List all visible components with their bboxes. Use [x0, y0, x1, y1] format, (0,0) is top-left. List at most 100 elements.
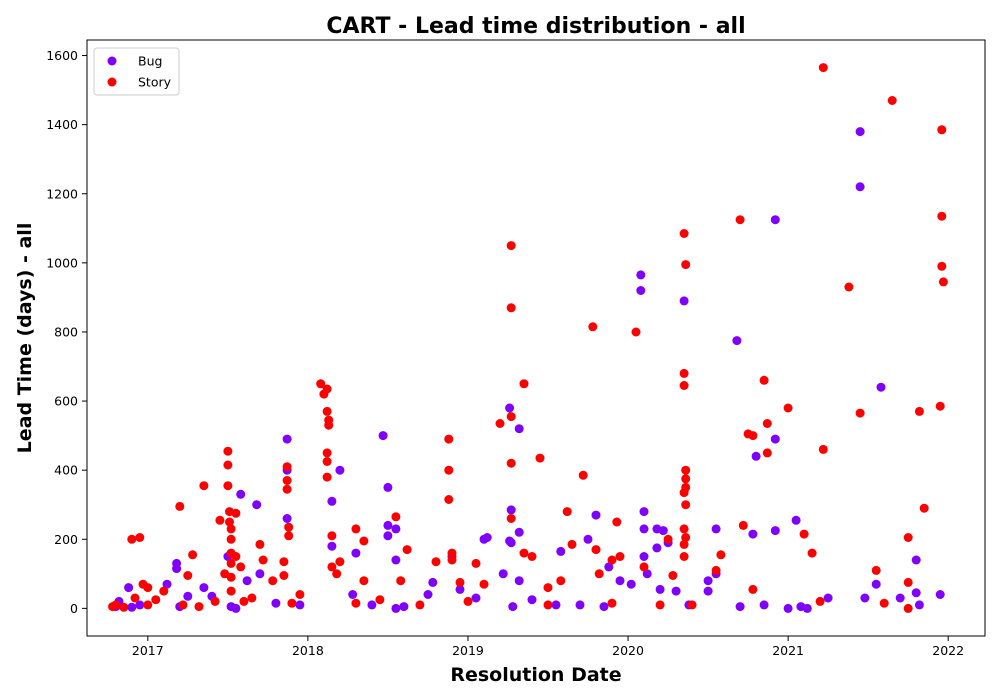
data-point-story-148: [655, 600, 665, 610]
x-tick-label-4: 2021: [772, 643, 804, 658]
data-point-story-111: [679, 552, 689, 561]
y-tick-label-8: 1600: [46, 48, 78, 63]
y-axis-ticks: 0 200 400 600 800 1000 1200 1400 1600: [46, 48, 87, 616]
data-point-story-72: [471, 558, 481, 568]
data-point-story-102: [679, 381, 689, 390]
data-point-bug-58: [583, 534, 593, 544]
data-point-story-68: [444, 495, 454, 504]
data-point-story-141: [239, 596, 249, 606]
data-point-story-60: [359, 576, 369, 586]
data-point-story-114: [735, 215, 745, 225]
data-point-story-135: [935, 401, 945, 411]
y-tick-label-3: 600: [54, 394, 78, 409]
chart-title: CART - Lead time distribution - all: [326, 14, 745, 39]
data-point-story-130: [887, 96, 897, 105]
data-point-bug-5: [162, 579, 172, 589]
data-point-bug-29: [367, 600, 377, 610]
data-point-story-45: [316, 379, 326, 389]
data-point-story-77: [506, 412, 516, 422]
data-point-bug-28: [351, 548, 361, 558]
data-point-story-27: [226, 558, 236, 568]
data-point-story-50: [324, 420, 334, 430]
data-point-story-56: [332, 569, 342, 579]
data-point-story-124: [807, 548, 817, 558]
data-point-bug-75: [671, 586, 681, 596]
data-point-story-122: [783, 403, 793, 413]
data-point-bug-61: [604, 562, 614, 572]
x-axis-ticks: 2017 2018 2019 2020 2021 2022: [132, 636, 964, 658]
data-point-story-61: [375, 595, 385, 605]
y-tick-label-4: 800: [54, 324, 78, 339]
data-point-story-58: [351, 524, 361, 534]
data-point-story-78: [506, 458, 516, 468]
data-point-story-55: [327, 562, 337, 572]
data-point-story-125: [818, 63, 828, 73]
data-point-story-65: [431, 557, 441, 567]
data-point-bug-90: [783, 603, 793, 613]
data-point-story-8: [151, 595, 161, 605]
data-point-story-38: [279, 571, 289, 580]
data-point-story-139: [938, 277, 948, 287]
data-point-story-35: [258, 555, 268, 565]
data-point-story-110: [679, 539, 689, 549]
data-point-bug-102: [911, 588, 921, 598]
data-point-story-74: [495, 419, 505, 428]
data-point-story-17: [215, 515, 225, 525]
data-point-bug-78: [703, 576, 713, 586]
data-point-bug-47: [506, 505, 516, 515]
data-point-bug-76: [679, 296, 689, 306]
y-tick-label-0: 0: [70, 601, 78, 616]
data-point-story-123: [799, 529, 809, 539]
data-point-bug-49: [506, 538, 516, 548]
data-point-bug-89: [770, 526, 780, 536]
data-point-story-127: [844, 282, 854, 292]
data-point-bug-42: [471, 593, 481, 603]
data-point-story-79: [506, 514, 516, 523]
data-point-story-104: [681, 474, 691, 484]
data-point-story-67: [444, 465, 454, 475]
data-point-story-20: [223, 460, 233, 470]
data-point-story-92: [607, 555, 617, 565]
data-point-bug-2: [124, 583, 134, 593]
data-point-story-107: [681, 500, 691, 510]
data-point-story-31: [231, 552, 241, 561]
data-point-bug-97: [860, 593, 870, 603]
data-point-bug-104: [935, 590, 945, 599]
data-point-story-28: [226, 572, 236, 582]
data-point-story-137: [937, 211, 947, 221]
data-point-story-15: [199, 481, 209, 491]
data-point-story-144: [415, 600, 425, 610]
data-point-story-145: [463, 596, 473, 606]
data-point-story-43: [284, 531, 294, 541]
legend-marker-bug: [107, 56, 117, 66]
data-point-story-13: [188, 550, 198, 560]
data-point-story-59: [359, 536, 369, 546]
data-point-story-4: [135, 533, 145, 542]
data-point-bug-103: [914, 600, 924, 610]
data-point-bug-87: [770, 215, 780, 225]
legend-marker-story: [107, 77, 117, 87]
data-point-story-5: [130, 593, 140, 603]
data-point-story-11: [178, 600, 188, 610]
data-point-bug-52: [514, 527, 524, 537]
data-point-story-40: [282, 476, 292, 485]
x-tick-label-2: 2019: [452, 643, 484, 658]
data-point-bug-20: [282, 434, 292, 444]
data-point-bug-33: [383, 531, 393, 541]
data-point-bug-55: [551, 600, 561, 610]
data-point-story-91: [594, 569, 604, 579]
data-point-story-140: [143, 600, 153, 610]
plot-frame: [86, 39, 986, 637]
data-point-story-126: [818, 444, 828, 454]
data-point-story-42: [284, 522, 294, 532]
data-point-story-9: [159, 586, 169, 596]
data-point-story-129: [871, 565, 881, 575]
data-point-bug-41: [455, 584, 465, 594]
data-point-bug-80: [711, 524, 721, 534]
data-point-story-48: [322, 406, 332, 416]
data-point-story-149: [687, 600, 697, 610]
data-point-bug-39: [428, 577, 438, 587]
data-point-story-138: [937, 261, 947, 271]
y-tick-label-5: 1000: [46, 255, 78, 270]
